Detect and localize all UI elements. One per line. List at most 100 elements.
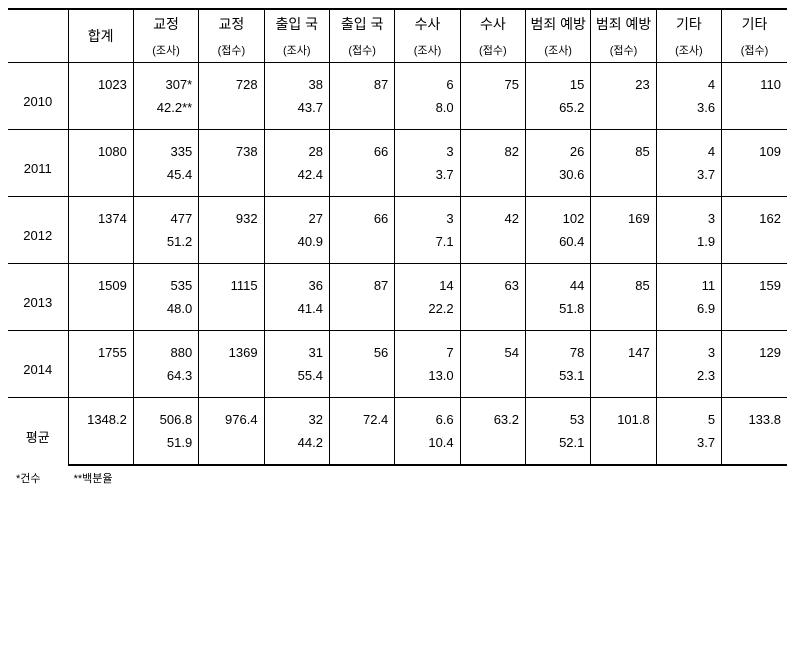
data-cell: 147 <box>591 331 656 365</box>
data-cell: 42.2** <box>133 96 198 130</box>
data-cell: 5 <box>656 398 721 432</box>
table-row: 평균1348.2506.8976.43272.46.663.253101.851… <box>8 398 787 432</box>
data-cell: 3.7 <box>656 163 721 197</box>
header-col-3-sub: (조사) <box>264 38 329 63</box>
table-row: 51.944.210.452.13.7 <box>8 431 787 465</box>
data-cell: 85 <box>591 130 656 164</box>
data-cell <box>460 230 525 264</box>
data-cell: 728 <box>199 63 264 97</box>
table-row: 2014175588013693156754781473129 <box>8 331 787 365</box>
header-col-1-sub: (조사) <box>133 38 198 63</box>
data-cell <box>68 431 133 465</box>
data-cell: 3 <box>395 197 460 231</box>
data-cell: 63.2 <box>460 398 525 432</box>
data-cell <box>460 297 525 331</box>
header-col-6-sub: (접수) <box>460 38 525 63</box>
table-row: 42.2**43.78.065.23.6 <box>8 96 787 130</box>
data-cell <box>460 364 525 398</box>
data-cell: 44 <box>526 264 591 298</box>
data-cell <box>68 163 133 197</box>
data-cell: 3 <box>656 331 721 365</box>
data-cell: 82 <box>460 130 525 164</box>
data-cell: 23 <box>591 63 656 97</box>
data-cell <box>329 230 394 264</box>
header-col-2-main: 교정 <box>199 9 264 38</box>
data-cell: 52.1 <box>526 431 591 465</box>
data-cell: 976.4 <box>199 398 264 432</box>
data-cell: 506.8 <box>133 398 198 432</box>
data-cell: 27 <box>264 197 329 231</box>
data-cell: 7.1 <box>395 230 460 264</box>
table-row: 51.240.97.160.41.9 <box>8 230 787 264</box>
data-cell: 3.7 <box>395 163 460 197</box>
data-cell: 10.4 <box>395 431 460 465</box>
data-cell: 65.2 <box>526 96 591 130</box>
data-cell: 22.2 <box>395 297 460 331</box>
data-cell: 51.2 <box>133 230 198 264</box>
data-cell <box>722 297 787 331</box>
year-cell: 평균 <box>8 398 68 466</box>
data-cell <box>591 297 656 331</box>
data-cell: 54 <box>460 331 525 365</box>
table-row: 20101023307*728388767515234110 <box>8 63 787 97</box>
data-cell <box>199 364 264 398</box>
data-cell: 32 <box>264 398 329 432</box>
data-cell <box>591 230 656 264</box>
table-header: 합계 교정 교정 출입 국 출입 국 수사 수사 범죄 예방 범죄 예방 기타 … <box>8 9 787 63</box>
data-cell: 13.0 <box>395 364 460 398</box>
data-cell: 307* <box>133 63 198 97</box>
table-row: 20111080335738286638226854109 <box>8 130 787 164</box>
data-cell <box>329 431 394 465</box>
header-year-blank <box>8 9 68 63</box>
header-col-9-sub: (조사) <box>656 38 721 63</box>
data-cell: 6.6 <box>395 398 460 432</box>
data-cell: 3 <box>395 130 460 164</box>
data-cell <box>68 297 133 331</box>
data-cell: 28 <box>264 130 329 164</box>
data-cell: 14 <box>395 264 460 298</box>
header-col-6-main: 수사 <box>460 9 525 38</box>
data-cell: 87 <box>329 264 394 298</box>
data-cell <box>460 431 525 465</box>
footnote-1: *건수 <box>16 473 41 485</box>
data-cell: 3.6 <box>656 96 721 130</box>
data-cell <box>329 364 394 398</box>
data-cell: 60.4 <box>526 230 591 264</box>
data-cell <box>68 230 133 264</box>
data-cell <box>460 96 525 130</box>
header-col-9-main: 기타 <box>656 9 721 38</box>
header-col-4-main: 출입 국 <box>329 9 394 38</box>
header-col-10-sub: (접수) <box>722 38 787 63</box>
data-cell: 48.0 <box>133 297 198 331</box>
data-cell: 880 <box>133 331 198 365</box>
data-cell: 31 <box>264 331 329 365</box>
data-cell <box>722 230 787 264</box>
year-cell: 2012 <box>8 197 68 264</box>
header-col-5-main: 수사 <box>395 9 460 38</box>
data-cell: 1023 <box>68 63 133 97</box>
data-cell: 30.6 <box>526 163 591 197</box>
data-cell: 4 <box>656 130 721 164</box>
data-cell <box>329 297 394 331</box>
year-cell: 2010 <box>8 63 68 130</box>
data-cell: 6 <box>395 63 460 97</box>
data-cell: 1.9 <box>656 230 721 264</box>
data-cell <box>199 163 264 197</box>
data-cell: 535 <box>133 264 198 298</box>
data-cell <box>591 364 656 398</box>
data-cell: 2.3 <box>656 364 721 398</box>
table-row: 45.442.43.730.63.7 <box>8 163 787 197</box>
data-cell <box>329 163 394 197</box>
year-cell: 2013 <box>8 264 68 331</box>
data-cell: 169 <box>591 197 656 231</box>
data-cell <box>722 431 787 465</box>
data-cell <box>68 364 133 398</box>
data-cell: 8.0 <box>395 96 460 130</box>
data-cell: 72.4 <box>329 398 394 432</box>
data-cell: 51.9 <box>133 431 198 465</box>
data-cell: 53 <box>526 398 591 432</box>
data-cell: 66 <box>329 130 394 164</box>
header-col-10-main: 기타 <box>722 9 787 38</box>
data-cell: 87 <box>329 63 394 97</box>
header-col-8-main: 범죄 예방 <box>591 9 656 38</box>
